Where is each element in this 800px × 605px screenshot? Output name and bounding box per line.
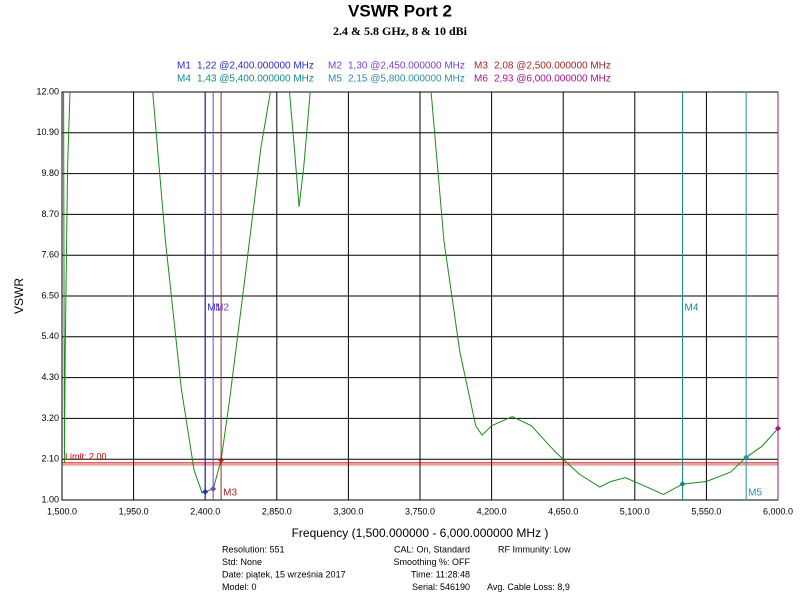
y-tick-label: 6.50 <box>41 290 59 300</box>
x-tick-label: 2,850.0 <box>262 506 292 516</box>
marker-name: M4 <box>177 74 191 85</box>
info-text: Serial: 546190 <box>412 582 470 592</box>
x-tick-label: 4,650.0 <box>548 506 578 516</box>
vswr-line <box>63 91 779 495</box>
marker-name: M3 <box>474 61 488 72</box>
marker-name: M5 <box>328 74 342 85</box>
x-tick-label: 1,950.0 <box>119 506 149 516</box>
x-tick-label: 5,550.0 <box>691 506 721 516</box>
marker-point <box>679 481 686 488</box>
x-tick-label: 3,300.0 <box>333 506 363 516</box>
marker-point <box>743 454 750 461</box>
x-tick-label: 1,500.0 <box>47 506 77 516</box>
marker-label: M2 <box>215 303 229 314</box>
marker-name: M6 <box>474 74 488 85</box>
marker-label: M4 <box>685 303 699 314</box>
marker-name: M1 <box>177 61 191 72</box>
y-tick-label: 9.80 <box>41 168 59 178</box>
x-tick-label: 6,000.0 <box>763 506 793 516</box>
marker-label: M1 <box>207 303 221 314</box>
marker-readout: 1,22 @2,400.000000 MHz <box>197 61 314 72</box>
info-text: CAL: On, Standard <box>394 544 470 554</box>
chart-subtitle: 2.4 & 5.8 GHz, 8 & 10 dBi <box>333 24 468 38</box>
y-tick-label: 10.90 <box>36 127 59 137</box>
info-text: Resolution: 551 <box>222 544 285 554</box>
info-text: Std: None <box>222 557 262 567</box>
info-text: Time: 11:28:48 <box>411 569 470 579</box>
info-text: Date: piątek, 15 września 2017 <box>222 569 346 579</box>
info-text: Smoothing %: OFF <box>393 557 470 567</box>
marker-readout: 1,43 @5,400.000000 MHz <box>197 74 314 85</box>
marker-readout: 1,30 @2,450.000000 MHz <box>348 61 465 72</box>
y-tick-label: 5.40 <box>41 331 59 341</box>
info-text: RF Immunity: Low <box>498 544 571 554</box>
y-tick-label: 2.10 <box>41 454 59 464</box>
marker-readout: 2,93 @6,000.000000 MHz <box>494 74 611 85</box>
marker-label: M3 <box>223 488 237 499</box>
info-text: Model: 0 <box>222 582 257 592</box>
info-text: Avg. Cable Loss: 8,9 <box>487 582 570 592</box>
marker-readout: 2,08 @2,500.000000 MHz <box>494 61 611 72</box>
marker-name: M2 <box>328 61 342 72</box>
marker-point <box>210 485 217 492</box>
limit-label: Limit: 2.00 <box>65 451 107 461</box>
x-tick-label: 4,200.0 <box>477 506 507 516</box>
y-tick-label: 1.00 <box>41 494 59 504</box>
marker-point <box>218 456 225 463</box>
x-tick-label: 3,750.0 <box>405 506 435 516</box>
x-tick-label: 2,400.0 <box>190 506 220 516</box>
y-axis-label: VSWR <box>12 278 26 314</box>
marker-point <box>775 425 781 432</box>
marker-point <box>202 488 209 495</box>
marker-readout: 2,15 @5,800.000000 MHz <box>348 74 465 85</box>
y-tick-label: 4.30 <box>41 372 59 382</box>
x-tick-label: 5,100.0 <box>620 506 650 516</box>
y-tick-label: 12.00 <box>36 86 59 96</box>
y-tick-label: 8.70 <box>41 209 59 219</box>
marker-label: M5 <box>748 488 762 499</box>
x-axis-label: Frequency (1,500.000000 - 6,000.000000 M… <box>292 526 549 540</box>
y-tick-label: 3.20 <box>41 413 59 423</box>
y-tick-label: 7.60 <box>41 250 59 260</box>
chart-title: VSWR Port 2 <box>348 1 452 20</box>
